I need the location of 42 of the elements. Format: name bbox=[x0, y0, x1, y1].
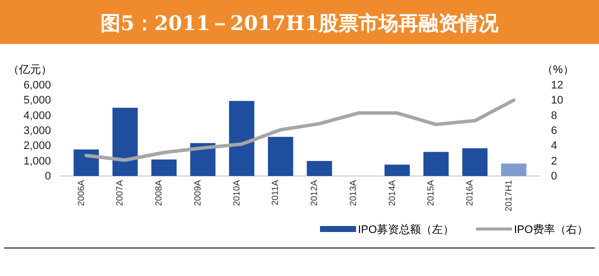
y-tick-label: 2,000 bbox=[23, 140, 51, 152]
y2-tick-label: 4 bbox=[551, 140, 558, 152]
y-tick-label: 6,000 bbox=[23, 80, 51, 92]
bar bbox=[229, 100, 254, 176]
bar bbox=[112, 108, 138, 176]
x-tick-label: 2017H1 bbox=[503, 180, 514, 212]
y2-tick-label: 0 bbox=[551, 170, 558, 183]
y-tick-label: 5,000 bbox=[23, 94, 51, 107]
x-tick-label: 2009A bbox=[192, 180, 202, 206]
x-tick-label: 2006A bbox=[76, 180, 86, 206]
y2-tick-label: 8 bbox=[551, 110, 558, 122]
bar bbox=[268, 136, 294, 176]
line-series bbox=[84, 98, 516, 162]
x-tick-label: 2014A bbox=[386, 180, 397, 206]
y2-tick-label: 2 bbox=[551, 155, 558, 168]
y-tick-label: 1,000 bbox=[23, 155, 51, 168]
x-tick-label: 2013A bbox=[348, 180, 358, 206]
y-tick-label: 4,000 bbox=[23, 110, 51, 122]
y-tick-label: 3,000 bbox=[23, 125, 51, 138]
chart-title: 图5：2011－2017H1股票市场再融资情况 bbox=[100, 11, 500, 35]
bar bbox=[151, 159, 177, 176]
y-tick-label: 0 bbox=[44, 170, 51, 183]
bar bbox=[462, 148, 488, 176]
x-tick-label: 2016A bbox=[464, 180, 474, 206]
x-tick-label: 2012A bbox=[309, 180, 320, 206]
x-tick-label: 2015A bbox=[426, 180, 436, 206]
x-tick-label: 2010A bbox=[231, 180, 242, 206]
bar bbox=[306, 160, 332, 176]
legend-label: IPO募资总额（左） bbox=[358, 223, 454, 236]
x-tick-label: 2007A bbox=[114, 180, 125, 206]
y2-tick-label: 10 bbox=[551, 94, 564, 107]
y-axis-title: （亿元） bbox=[8, 64, 52, 76]
y2-tick-label: 12 bbox=[551, 80, 564, 92]
bar bbox=[384, 164, 410, 176]
x-tick-label: 2008A bbox=[154, 180, 164, 206]
y2-tick-label: 6 bbox=[551, 125, 558, 138]
bar bbox=[423, 152, 449, 176]
y2-axis-title: （%） bbox=[542, 64, 574, 76]
legend-label: IPO费率（右） bbox=[514, 223, 588, 236]
bar bbox=[501, 164, 526, 176]
x-tick-label: 2011A bbox=[270, 180, 280, 206]
bar bbox=[74, 149, 99, 176]
